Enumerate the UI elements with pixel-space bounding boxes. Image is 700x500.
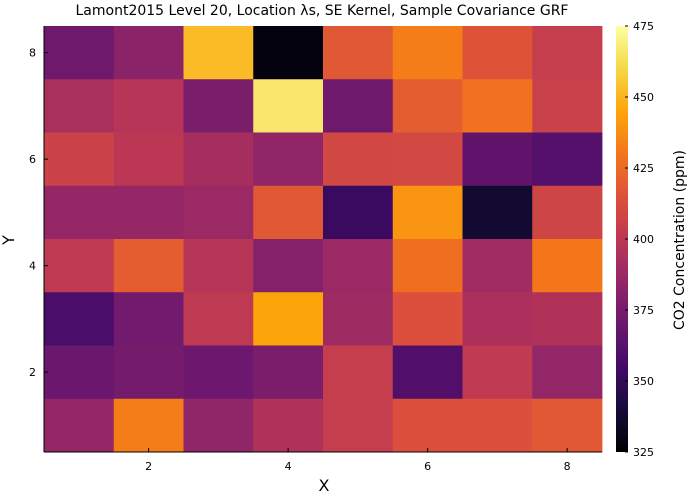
- heatmap-cell: [462, 398, 533, 453]
- heatmap-cell: [323, 26, 394, 80]
- colorbar-tick-label: 475: [633, 20, 654, 33]
- heatmap-cell: [183, 239, 254, 293]
- x-axis-label: X: [319, 476, 330, 495]
- heatmap-cell: [44, 26, 115, 80]
- colorbar-tick-label: 325: [633, 446, 654, 459]
- heatmap-cell: [392, 26, 463, 80]
- heatmap-cell: [323, 345, 394, 400]
- heatmap-cell: [462, 132, 533, 187]
- heatmap-cell: [462, 292, 533, 346]
- x-tick-label: 4: [285, 460, 292, 473]
- heatmap-cell: [183, 398, 254, 453]
- colorbar-label: CO2 Concentration (ppm): [672, 150, 688, 330]
- heatmap-cell: [392, 79, 463, 133]
- colorbar-tick-label: 350: [633, 375, 654, 388]
- chart-title: Lamont2015 Level 20, Location λs, SE Ker…: [76, 3, 569, 19]
- heatmap-cell: [253, 292, 324, 346]
- x-tick-label: 8: [564, 460, 571, 473]
- heatmap-cell: [323, 292, 394, 346]
- y-tick-label: 4: [29, 260, 36, 273]
- heatmap-cell: [183, 292, 254, 346]
- heatmap-cell: [462, 185, 533, 240]
- heatmap-cell: [253, 26, 324, 80]
- heatmap-cell: [532, 292, 603, 346]
- heatmap-cell: [253, 398, 324, 453]
- colorbar-tick-label: 450: [633, 91, 654, 104]
- heatmap-cell: [44, 239, 115, 293]
- colorbar-tick-label: 400: [633, 233, 654, 246]
- heatmap-cell: [532, 26, 603, 80]
- heatmap-cell: [183, 26, 254, 80]
- heatmap-cell: [462, 26, 533, 80]
- heatmap-cell: [44, 79, 115, 133]
- colorbar-ticks: 325 350 375 400 425 450 475: [625, 20, 654, 459]
- heatmap-cell: [253, 79, 324, 133]
- heatmap-cell: [183, 79, 254, 133]
- heatmap-cell: [253, 185, 324, 240]
- heatmap-cell: [113, 398, 184, 453]
- heatmap-cell: [183, 185, 254, 240]
- heatmap-cell: [323, 132, 394, 187]
- heatmap-cell: [323, 239, 394, 293]
- heatmap-cell: [392, 185, 463, 240]
- colorbar-tick-label: 425: [633, 162, 654, 175]
- heatmap-cell: [323, 79, 394, 133]
- heatmap-cell: [113, 26, 184, 80]
- heatmap-cell: [462, 345, 533, 400]
- heatmap-cell: [532, 185, 603, 240]
- x-tick-label: 2: [145, 460, 152, 473]
- heatmap-cells: [44, 26, 603, 453]
- heatmap-cell: [532, 132, 603, 187]
- heatmap-cell: [323, 398, 394, 453]
- heatmap-cell: [253, 345, 324, 400]
- heatmap-cell: [462, 79, 533, 133]
- heatmap-cell: [253, 239, 324, 293]
- heatmap-cell: [532, 239, 603, 293]
- heatmap-cell: [392, 132, 463, 187]
- heatmap-cell: [183, 345, 254, 400]
- colorbar: [616, 26, 628, 452]
- heatmap-cell: [392, 239, 463, 293]
- heatmap-cell: [44, 292, 115, 346]
- colorbar-tick-label: 375: [633, 304, 654, 317]
- y-axis-label: Y: [0, 235, 18, 246]
- heatmap-cell: [44, 185, 115, 240]
- x-tick-label: 6: [424, 460, 431, 473]
- heatmap-cell: [462, 239, 533, 293]
- heatmap-cell: [113, 79, 184, 133]
- heatmap-cell: [44, 398, 115, 453]
- y-axis-ticks: 2 4 6 8: [29, 26, 48, 452]
- heatmap-cell: [532, 79, 603, 133]
- y-tick-label: 6: [29, 153, 36, 166]
- heatmap-cell: [113, 292, 184, 346]
- heatmap-cell: [253, 132, 324, 187]
- heatmap-cell: [183, 132, 254, 187]
- heatmap-cell: [532, 345, 603, 400]
- heatmap-cell: [532, 398, 603, 453]
- heatmap-cell: [44, 345, 115, 400]
- x-axis-ticks: 2 4 6 8: [44, 448, 602, 473]
- heatmap-cell: [113, 239, 184, 293]
- heatmap-cell: [392, 292, 463, 346]
- heatmap-cell: [392, 398, 463, 453]
- y-tick-label: 8: [29, 47, 36, 60]
- heatmap-cell: [323, 185, 394, 240]
- y-tick-label: 2: [29, 366, 36, 379]
- heatmap-cell: [113, 185, 184, 240]
- heatmap-cell: [44, 132, 115, 187]
- heatmap-cell: [113, 132, 184, 187]
- heatmap-cell: [392, 345, 463, 400]
- heatmap-cell: [113, 345, 184, 400]
